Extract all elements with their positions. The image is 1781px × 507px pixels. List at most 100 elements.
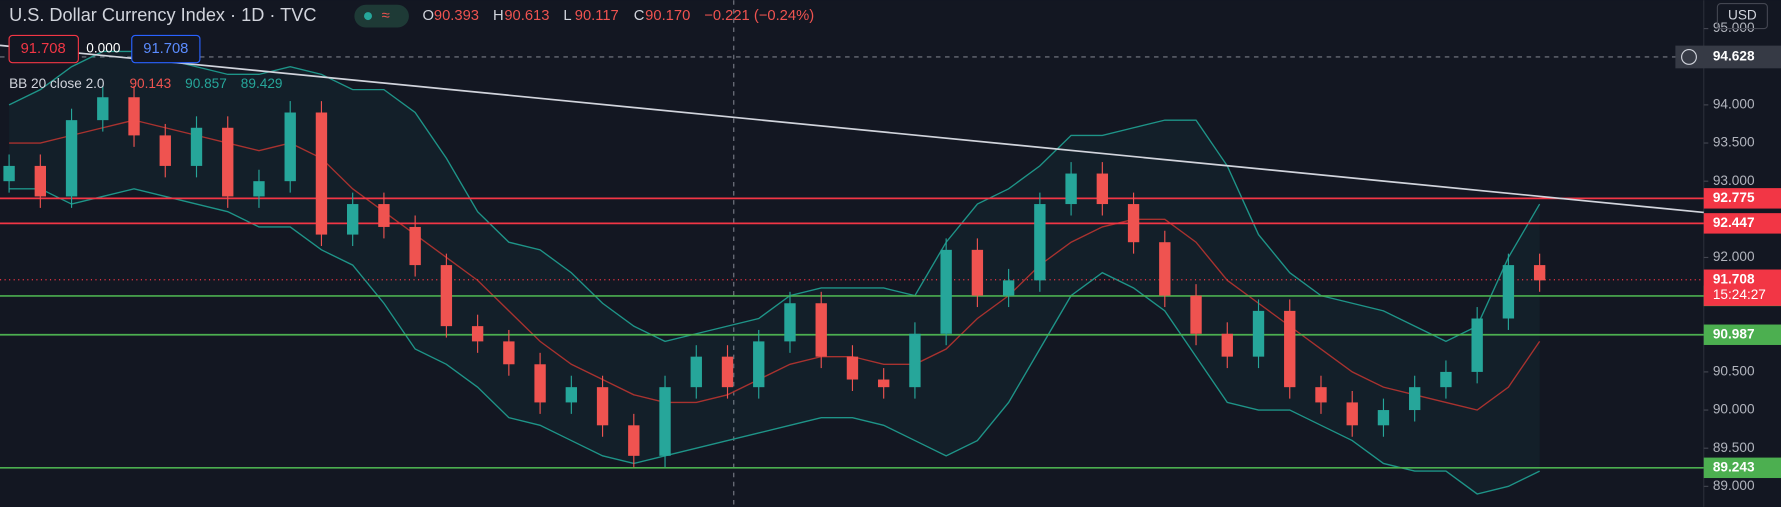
y-tick-label: 95.000 <box>1713 20 1755 35</box>
y-tick-label: 90.000 <box>1713 402 1755 417</box>
ohlc-key: C <box>634 8 645 24</box>
candle-body <box>65 120 78 197</box>
candle-body <box>1065 173 1077 205</box>
toolbar-value: 0.000 <box>86 41 121 56</box>
candle-body <box>159 135 171 166</box>
band-upper <box>8 50 1541 343</box>
candle-body <box>3 165 15 182</box>
y-tick-label: 94.000 <box>1713 96 1755 111</box>
candle-body <box>346 204 359 235</box>
ohlc-value: 90.170 <box>645 8 690 24</box>
level-label: 90.987 <box>1713 326 1755 341</box>
candle-body <box>1159 242 1171 296</box>
ohlc-key: O <box>423 8 434 24</box>
candle-body <box>1346 402 1358 426</box>
crosshair-label: 94.628 <box>1713 49 1755 64</box>
band-lower <box>9 188 1540 495</box>
toolbar-box[interactable] <box>8 34 79 64</box>
candle-body <box>503 341 515 365</box>
candle-body <box>1190 295 1202 334</box>
candle-body <box>315 112 328 235</box>
toolbar-box[interactable] <box>131 34 201 64</box>
candle-body <box>1252 310 1265 357</box>
status-dot <box>364 12 372 21</box>
y-tick-label: 90.500 <box>1713 364 1755 379</box>
ui: U.S. Dollar Currency Index · 1D · TVC ≈ … <box>8 3 1768 91</box>
level-label: 92.447 <box>1713 215 1755 230</box>
toolbar-value: 91.708 <box>143 41 188 57</box>
ohlc-key: L <box>563 8 571 24</box>
candle-body <box>1002 280 1015 296</box>
candle-body <box>815 303 827 357</box>
candle-body <box>34 165 47 197</box>
y-tick-label: 89.500 <box>1713 440 1755 455</box>
candle-body <box>1471 318 1483 372</box>
candle-body <box>1409 387 1421 411</box>
status-icon: ≈ <box>382 8 390 24</box>
candle-body <box>659 387 671 456</box>
ohlc-value: 90.613 <box>504 8 549 24</box>
candle-body <box>784 303 796 342</box>
candle-body <box>690 356 702 388</box>
band-fill <box>9 51 1540 494</box>
candle-body <box>97 97 109 121</box>
crosshair-label-bg <box>1675 45 1781 69</box>
status-pill[interactable] <box>354 4 409 28</box>
ohlc-value: 90.393 <box>434 8 479 24</box>
level-label: 92.775 <box>1713 190 1755 205</box>
countdown: 15:24:27 <box>1713 287 1766 302</box>
candle-body <box>284 112 296 182</box>
candle-body <box>253 181 265 197</box>
candle-body <box>1440 371 1452 388</box>
candle-body <box>1533 265 1546 281</box>
level-label: 89.243 <box>1713 459 1755 474</box>
candle-body <box>565 387 578 403</box>
indicator-label: BB 20 close 2.0 <box>9 76 105 91</box>
y-tick-label: 93.000 <box>1713 173 1755 188</box>
candle-body <box>909 333 921 388</box>
currency-button[interactable] <box>1716 3 1768 30</box>
change: −0.221 (−0.24%) <box>704 8 814 24</box>
currency: USD <box>1728 8 1757 23</box>
toolbar-value: 91.708 <box>21 41 66 57</box>
candle-body <box>190 127 203 166</box>
add-button[interactable] <box>1681 49 1697 65</box>
title: U.S. Dollar Currency Index · 1D · TVC <box>9 5 316 25</box>
candle-body <box>1127 204 1140 243</box>
indicator-value: 89.429 <box>241 76 283 91</box>
candle-body <box>471 326 484 342</box>
candle-body <box>1096 173 1109 205</box>
level-label-bg <box>1703 457 1781 479</box>
candle-body <box>878 379 890 388</box>
y-tick-label: 89.000 <box>1713 478 1755 493</box>
candle-body <box>940 249 952 334</box>
candle-body <box>440 265 453 327</box>
y-tick-label: 92.000 <box>1713 249 1755 264</box>
candle-body <box>222 127 234 197</box>
candle-body <box>1377 410 1390 426</box>
ohlc-key: H <box>493 8 504 24</box>
candle-body <box>1502 265 1515 319</box>
candle-body <box>846 356 859 380</box>
indicator-value: 90.143 <box>129 76 171 91</box>
candle-body <box>128 97 140 136</box>
candle-body <box>534 364 546 403</box>
candle-body <box>1315 387 1327 403</box>
indicator-value: 90.857 <box>185 76 227 91</box>
level-label-bg <box>1703 213 1781 234</box>
candle-body <box>596 387 609 426</box>
candle-body <box>753 341 765 388</box>
level-label-bg <box>1703 188 1781 209</box>
candle-body <box>971 249 984 296</box>
candle-body <box>628 425 640 456</box>
last-price-bg <box>1703 269 1781 306</box>
trendline <box>0 44 1704 214</box>
candle-body <box>409 226 421 266</box>
candle-body <box>1221 333 1233 357</box>
candle-body <box>378 204 390 227</box>
candle-body <box>1034 204 1046 281</box>
